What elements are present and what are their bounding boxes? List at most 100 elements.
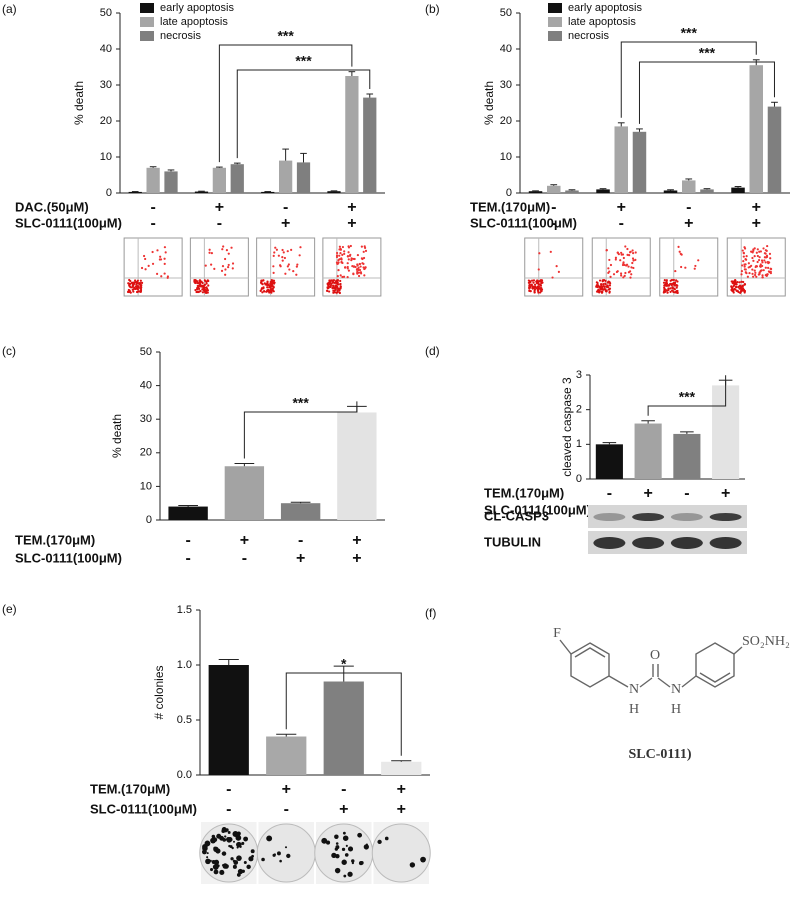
flow-dot (193, 278, 196, 282)
significance-label: *** (699, 45, 716, 61)
flow-dot (759, 250, 762, 253)
flow-dot (132, 290, 135, 293)
flow-dot (740, 270, 744, 273)
condition-label: SLC-0111(100μM) (484, 502, 591, 517)
condition-sign: + (397, 801, 406, 818)
y-tick-label: 50 (500, 7, 512, 19)
colony (227, 831, 231, 834)
flow-dot (349, 244, 352, 248)
flow-dot (357, 271, 361, 274)
y-tick-label: 10 (100, 151, 112, 163)
y-axis-label: # colonies (152, 665, 166, 719)
ring-bond (574, 647, 606, 658)
flow-dot (151, 262, 155, 265)
flow-dot (764, 266, 767, 269)
colony (377, 839, 382, 845)
flow-dot (743, 268, 746, 271)
flow-dot (676, 289, 679, 293)
flow-dot (274, 246, 277, 249)
y-tick-label: 0.0 (177, 769, 192, 781)
colony (205, 858, 211, 865)
flow-dot (743, 265, 746, 268)
flow-dot (332, 286, 335, 289)
condition-sign: - (150, 215, 155, 232)
flow-dot (537, 291, 540, 294)
flow-dot (359, 265, 362, 268)
benzene-ring (695, 642, 735, 688)
flow-dot (630, 266, 633, 269)
condition-sign: - (226, 801, 231, 818)
flow-dot (674, 284, 677, 287)
flow-dot (341, 245, 345, 249)
flow-dot (139, 279, 142, 282)
condition-sign: + (347, 199, 356, 216)
bar (700, 189, 714, 193)
flow-dot (539, 288, 543, 291)
flow-dot (159, 255, 162, 258)
condition-sign: - (284, 801, 289, 818)
colony (209, 859, 212, 862)
flow-dot (531, 285, 534, 288)
colony (343, 874, 347, 878)
flow-dot (634, 251, 637, 254)
flow-dot (596, 284, 600, 287)
flow-dot (748, 271, 751, 275)
flow-dot (674, 281, 677, 284)
colony (236, 841, 242, 848)
flow-dot (277, 254, 280, 257)
flow-dot (282, 251, 285, 254)
blot-band (709, 537, 742, 549)
condition-sign: + (752, 215, 761, 232)
condition-sign: + (617, 199, 626, 216)
flow-dot (151, 250, 154, 254)
condition-sign: - (150, 199, 155, 216)
colony (344, 853, 349, 857)
flow-dot (163, 272, 166, 275)
flow-dot (609, 263, 613, 267)
flow-dot (530, 283, 533, 286)
blot-band (670, 513, 703, 521)
flow-dot (336, 289, 339, 293)
significance-bracket (620, 41, 757, 118)
flow-dot (740, 280, 743, 283)
flow-dot (129, 286, 133, 289)
bar (323, 681, 364, 775)
bar (381, 761, 422, 775)
flow-dot (266, 280, 269, 283)
flow-dot (622, 262, 625, 265)
flow-dot (622, 256, 625, 260)
flow-dot (362, 250, 365, 253)
flow-dot (339, 282, 342, 286)
bar (596, 189, 610, 193)
flow-dot (205, 282, 208, 285)
bar (164, 171, 178, 193)
colony (341, 847, 346, 852)
flow-dot (266, 283, 269, 287)
condition-sign: - (185, 550, 190, 567)
flow-dot (735, 283, 738, 286)
flow-dot (166, 276, 169, 279)
colony (334, 847, 338, 851)
y-tick-label: 0.5 (177, 714, 192, 726)
bar (168, 506, 208, 520)
colony (206, 852, 209, 855)
flow-dot (608, 270, 611, 273)
bar (279, 160, 293, 193)
flow-dot (355, 268, 359, 271)
flow-dot (295, 265, 298, 268)
flow-dot (195, 279, 198, 283)
flow-dot (163, 262, 166, 265)
flow-dot (224, 273, 227, 276)
flow-dot (128, 278, 131, 282)
bar (296, 162, 311, 193)
flow-dot (669, 290, 672, 293)
colony (359, 861, 364, 865)
flow-dot (335, 284, 338, 287)
flow-dot (338, 245, 342, 248)
flow-dot (201, 291, 204, 294)
flow-dot (629, 270, 632, 273)
flow-dot (210, 263, 213, 266)
colony (243, 861, 247, 865)
flow-dot (740, 273, 743, 276)
